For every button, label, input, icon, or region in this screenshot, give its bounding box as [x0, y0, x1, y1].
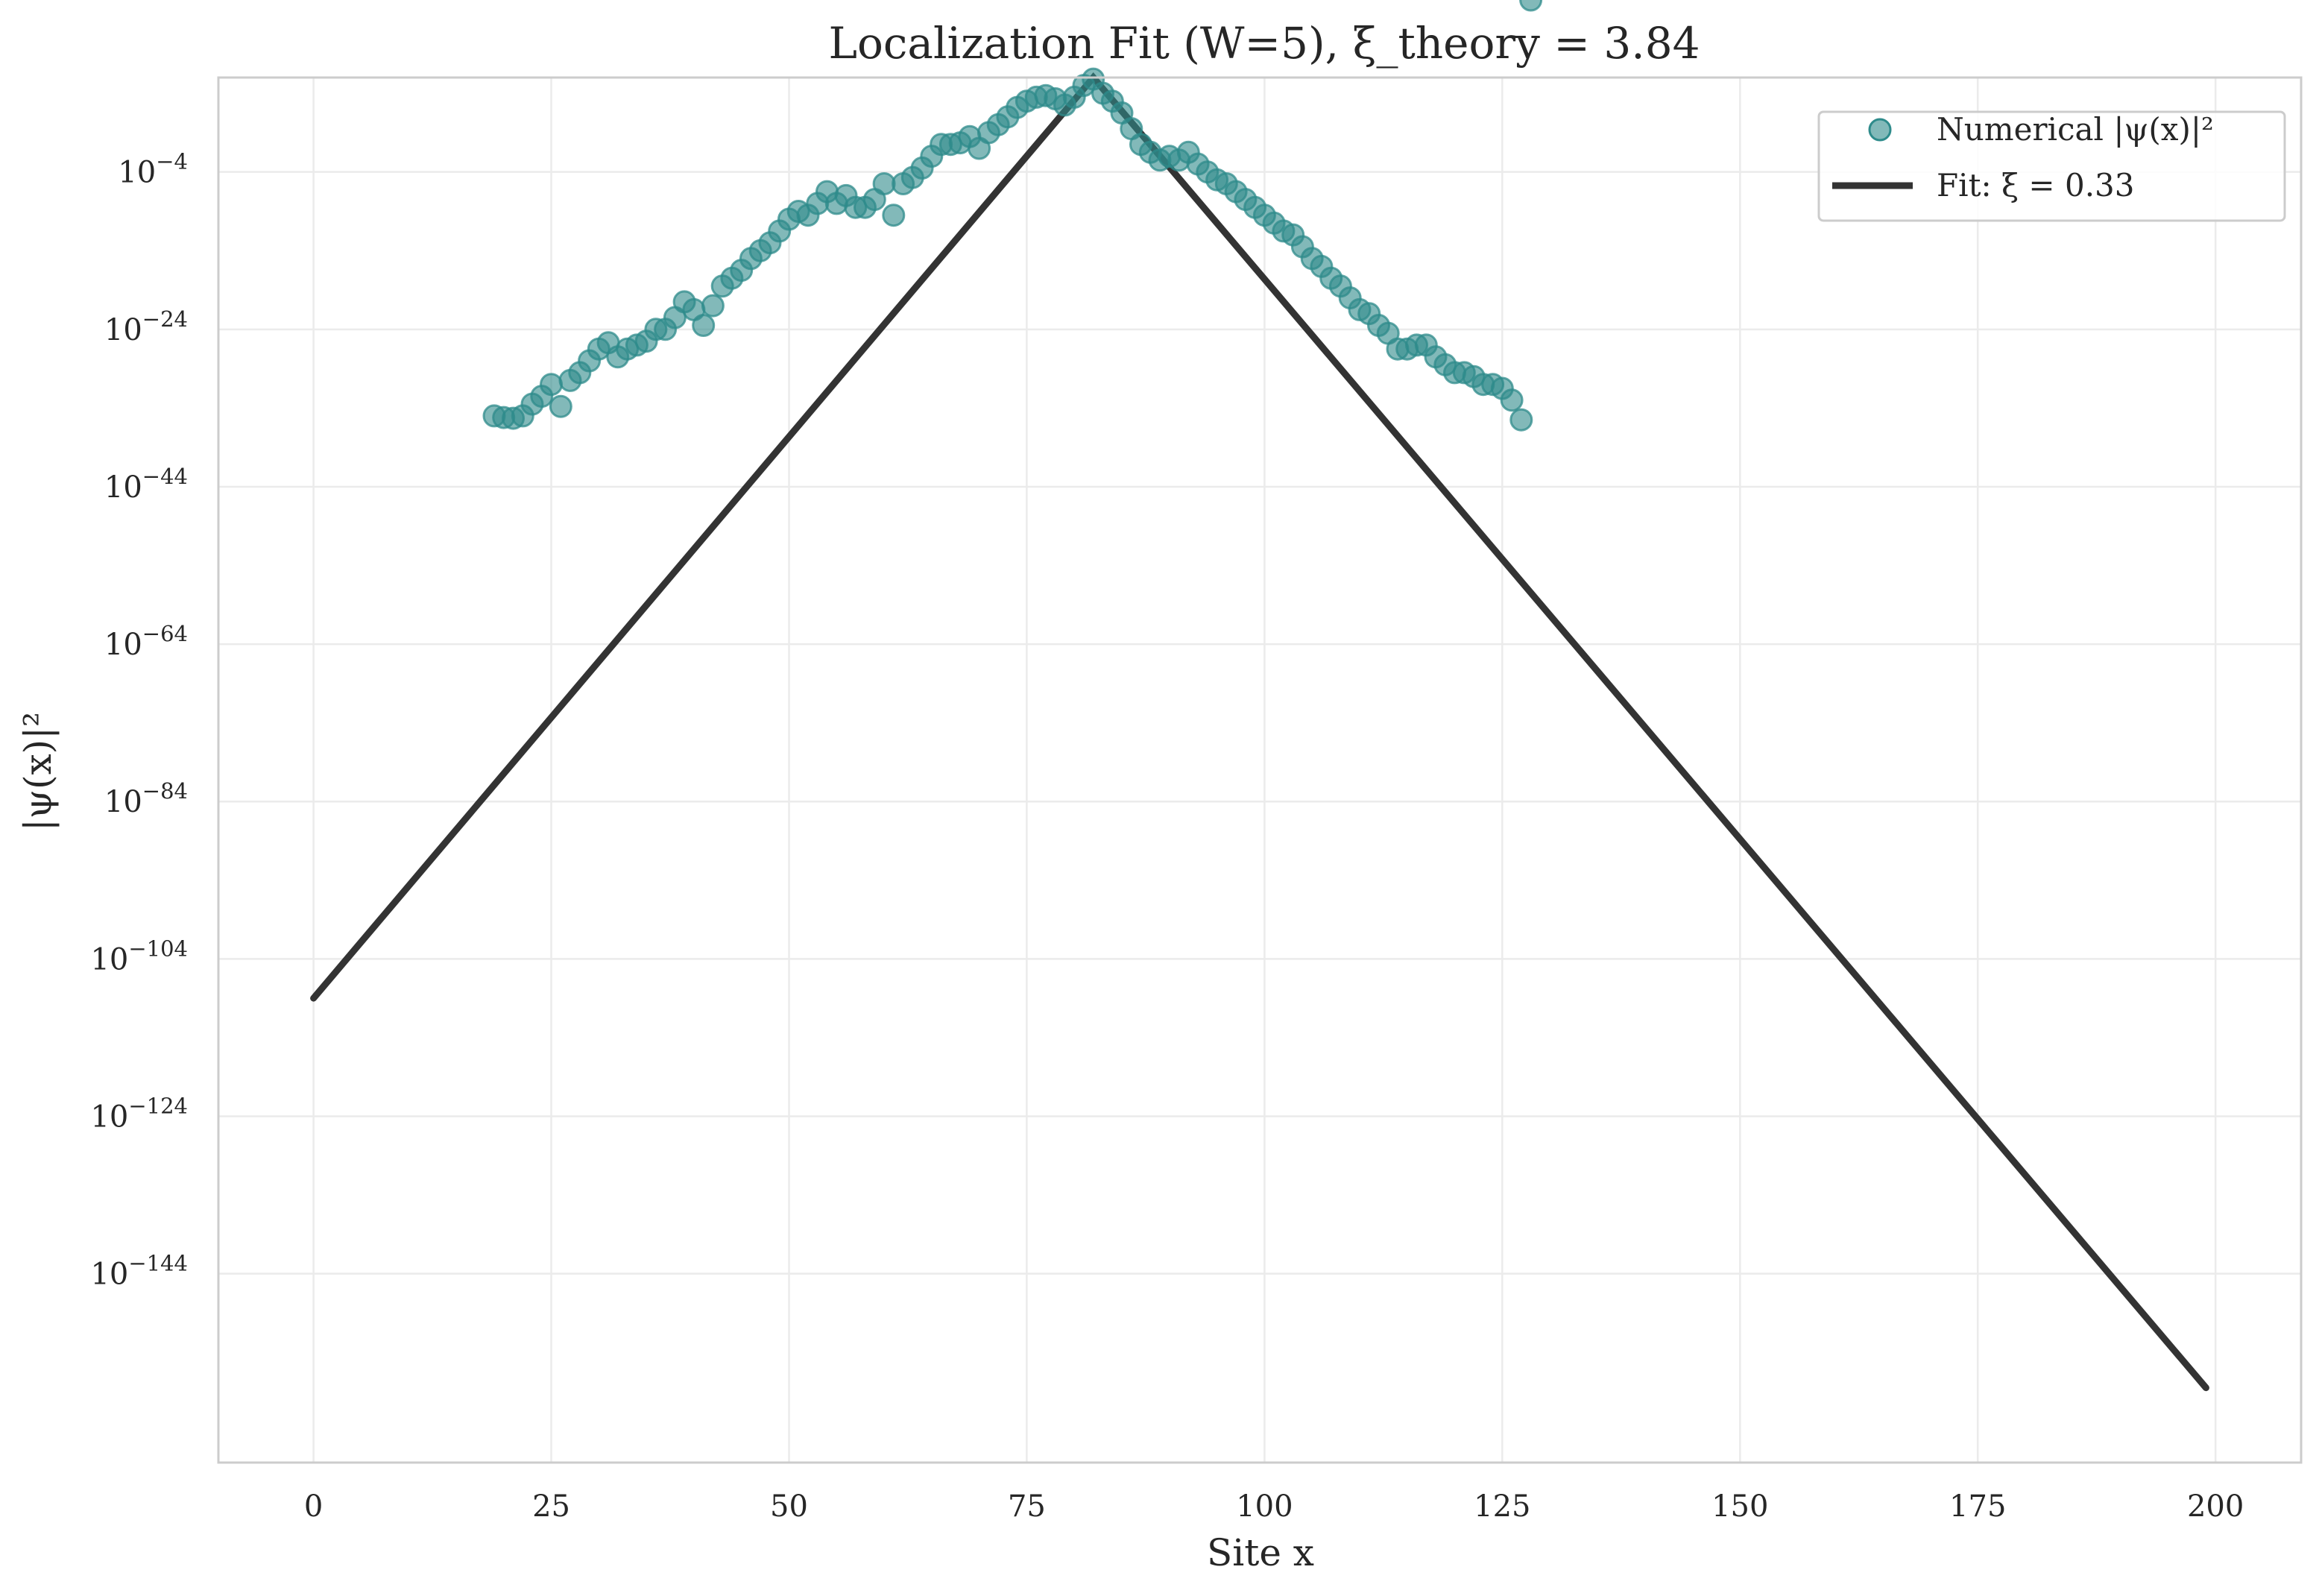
y-tick-base-0: 10	[118, 156, 156, 190]
y-tick-label-3: 10−64	[104, 621, 188, 662]
fit-line	[310, 72, 2209, 1392]
y-tick-base-4: 10	[104, 785, 142, 819]
y-tick-label-7: 10−144	[90, 1251, 188, 1292]
y-axis-ticks: 10−410−2410−4410−6410−8410−10410−12410−1…	[90, 149, 188, 1292]
x-tick-label-25: 25	[532, 1489, 570, 1524]
y-tick-base-5: 10	[90, 942, 128, 977]
y-tick-base-3: 10	[104, 628, 142, 662]
y-tick-exponent-7: −144	[128, 1251, 188, 1276]
y-tick-base-6: 10	[90, 1100, 128, 1135]
y-tick-label-4: 10−84	[104, 778, 188, 819]
legend-scatter-marker	[1868, 118, 1892, 142]
x-tick-label-175: 175	[1949, 1489, 2006, 1524]
scatter-point	[872, 172, 896, 195]
plot-frame	[217, 76, 2303, 1464]
x-tick-label-50: 50	[770, 1489, 808, 1524]
x-tick-label-200: 200	[2187, 1489, 2244, 1524]
legend-box	[1817, 110, 2286, 222]
scatter-point	[1500, 388, 1524, 412]
y-tick-exponent-0: −4	[156, 149, 188, 174]
x-axis-label: Site x	[1207, 1531, 1314, 1574]
x-tick-label-75: 75	[1008, 1489, 1046, 1524]
scatter-point	[540, 373, 563, 397]
x-tick-label-125: 125	[1474, 1489, 1530, 1524]
scatter-point	[701, 294, 725, 318]
scatter-point	[692, 314, 716, 337]
legend-label-numerical: Numerical |ψ(x)|²	[1937, 111, 2214, 148]
legend-label-fit: Fit: ξ = 0.33	[1937, 167, 2135, 204]
x-tick-label-0: 0	[304, 1489, 323, 1524]
y-tick-exponent-3: −64	[142, 621, 188, 646]
scatter-points-layer	[482, 0, 1543, 432]
scatter-point	[1509, 408, 1533, 432]
y-tick-exponent-2: −44	[142, 464, 188, 489]
y-axis-label: |ψ(x)|²	[16, 712, 60, 831]
x-axis-ticks: 0 25 50 75 100 125 150 175 200	[304, 1489, 2244, 1524]
y-tick-exponent-5: −104	[128, 936, 188, 961]
scatter-point	[1519, 0, 1543, 12]
y-tick-exponent-1: −24	[142, 306, 188, 332]
y-tick-exponent-4: −84	[142, 778, 188, 804]
scatter-point	[549, 394, 572, 418]
scatter-point	[882, 204, 906, 227]
chart-title: Localization Fit (W=5), ξ_theory = 3.84	[828, 18, 1700, 69]
y-tick-label-5: 10−104	[90, 936, 188, 977]
y-tick-exponent-6: −124	[128, 1094, 188, 1119]
x-tick-label-150: 150	[1711, 1489, 1768, 1524]
y-tick-base-2: 10	[104, 470, 142, 505]
y-tick-base-1: 10	[104, 313, 142, 347]
fit-line-layer	[310, 72, 2209, 1392]
y-tick-label-2: 10−44	[104, 464, 188, 505]
y-tick-label-6: 10−124	[90, 1094, 188, 1135]
x-tick-label-100: 100	[1236, 1489, 1293, 1524]
grid	[218, 78, 2301, 1463]
legend: Numerical |ψ(x)|² Fit: ξ = 0.33	[1817, 110, 2286, 222]
y-tick-label-1: 10−24	[104, 306, 188, 347]
y-tick-base-7: 10	[90, 1258, 128, 1292]
y-tick-label-0: 10−4	[118, 149, 188, 190]
